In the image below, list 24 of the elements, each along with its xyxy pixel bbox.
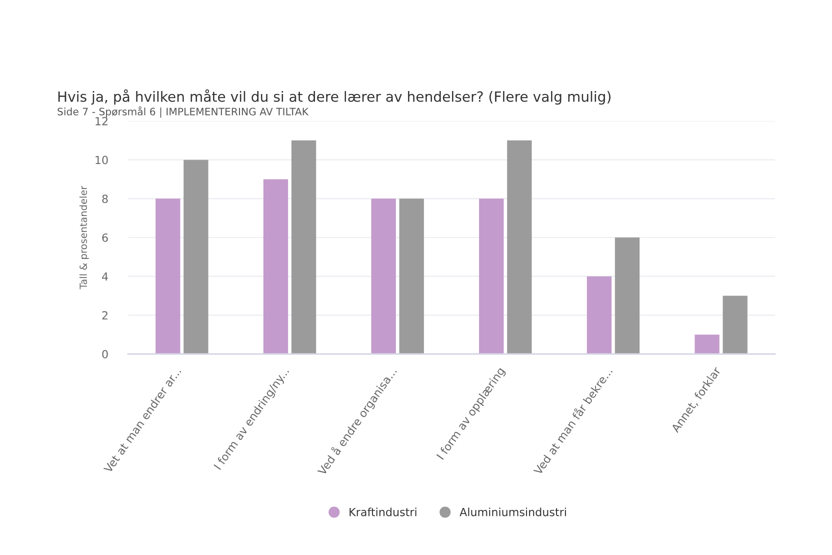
bar xyxy=(694,334,720,354)
y-axis-title: Tall & prosentandeler xyxy=(79,186,89,290)
legend-label: Kraftindustri xyxy=(350,508,416,516)
bar xyxy=(722,296,748,354)
y-tick-label: 4 xyxy=(102,272,108,281)
bar xyxy=(371,198,396,354)
y-tick-label: 6 xyxy=(102,233,108,242)
bar xyxy=(399,198,424,354)
bar xyxy=(291,140,316,354)
bar xyxy=(586,276,612,354)
bar xyxy=(614,238,640,354)
chart-subtitle: Side 7 - Spørsmål 6 | IMPLEMENTERING AV TILTAK xyxy=(58,106,309,118)
bar xyxy=(479,198,504,354)
bar xyxy=(263,179,288,354)
bar xyxy=(184,160,208,354)
y-tick-label: 8 xyxy=(102,194,108,204)
chart-title: Hvis ja, på hvilken måte vil du si at dere lærer av hendelser? (Flere valg mulig) xyxy=(58,89,611,105)
bar xyxy=(507,140,532,354)
y-tick-label: 2 xyxy=(102,311,108,320)
y-tick-label: 0 xyxy=(102,350,108,358)
y-tick-label: 12 xyxy=(96,116,108,126)
y-tick-label: 10 xyxy=(96,156,108,164)
bar xyxy=(156,198,180,354)
legend-label: Aluminiumsindustri xyxy=(460,508,566,516)
